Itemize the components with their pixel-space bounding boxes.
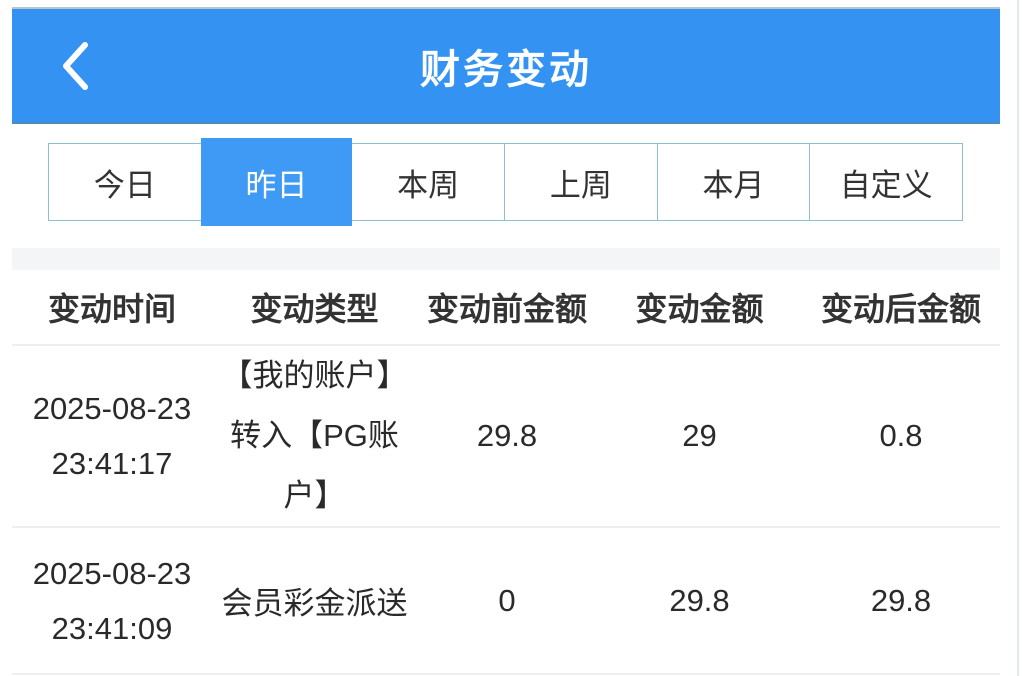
column-header-amount-change: 变动金额 [597, 270, 802, 346]
cell-change-type: 【我的账户】 转入【PG账 户】 [212, 345, 417, 528]
column-header-change-type: 变动类型 [212, 270, 417, 346]
table-header-row: 变动时间 变动类型 变动前金额 变动金额 变动后金额 [12, 270, 1000, 346]
cell-change-time: 2025-08-23 23:41:09 [12, 527, 212, 675]
tab-last-week[interactable]: 上周 [505, 144, 658, 220]
screen-right-edge [1017, 0, 1019, 676]
tab-today[interactable]: 今日 [49, 144, 202, 220]
cell-amount-before: 0 [417, 527, 597, 675]
cell-change-type: 会员彩金派送 [212, 527, 417, 675]
date-filter-tabs: 今日 昨日 本周 上周 本月 自定义 [48, 138, 963, 226]
cell-change-time: 2025-08-23 23:41:17 [12, 345, 212, 528]
column-header-change-time: 变动时间 [12, 270, 212, 346]
cell-amount-change: 29 [597, 345, 802, 528]
change-date: 2025-08-23 [32, 555, 192, 591]
app-header: 财务变动 [12, 7, 1000, 124]
page-title: 财务变动 [420, 47, 592, 92]
back-button[interactable] [56, 37, 94, 95]
column-header-amount-after: 变动后金额 [802, 270, 1000, 346]
tab-this-month[interactable]: 本月 [658, 144, 811, 220]
change-clock: 23:41:17 [51, 446, 173, 481]
app-content: 财务变动 今日 昨日 本周 上周 本月 自定义 变动时间 变动类型 变动前金额 … [12, 7, 1000, 675]
table-row: 2025-08-23 23:41:09 会员彩金派送 0 29.8 29.8 [12, 527, 1000, 675]
financial-changes-table: 变动时间 变动类型 变动前金额 变动金额 变动后金额 2025-08-23 23… [12, 270, 1000, 675]
section-divider [12, 248, 1000, 270]
cell-amount-after: 0.8 [802, 345, 1000, 528]
tab-yesterday[interactable]: 昨日 [200, 138, 353, 226]
tab-custom-range[interactable]: 自定义 [839, 167, 933, 203]
change-type-text: 【我的账户】 转入【PG账 户】 [221, 358, 408, 513]
change-date: 2025-08-23 [32, 391, 192, 426]
table-row: 2025-08-23 23:41:17 【我的账户】 转入【PG账 户】 29.8 … [12, 345, 1000, 528]
cell-amount-before: 29.8 [417, 345, 597, 528]
cell-amount-change: 29.8 [597, 527, 802, 675]
column-header-amount-before: 变动前金额 [417, 270, 597, 346]
tab-this-week[interactable]: 本周 [352, 144, 506, 220]
cell-amount-after: 29.8 [802, 527, 1000, 675]
change-type-text: 会员彩金派送 [221, 586, 408, 621]
change-clock: 23:41:09 [51, 610, 173, 646]
chevron-left-icon [63, 41, 88, 90]
